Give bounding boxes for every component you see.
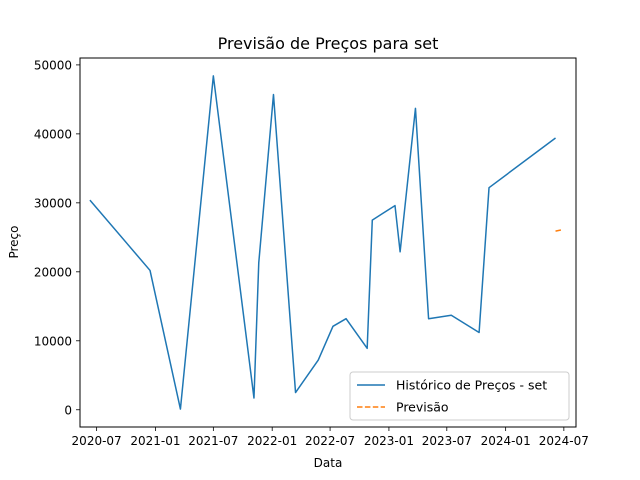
y-axis: 0 10000 20000 30000 40000 50000	[34, 58, 80, 417]
y-tick-label: 20000	[34, 265, 72, 279]
plot-area	[79, 57, 577, 428]
legend-label-historico: Histórico de Preços - set	[396, 378, 547, 393]
x-tick-label: 2024-01	[481, 434, 531, 448]
data-point-0-7	[294, 391, 297, 394]
data-point-0-2	[179, 408, 182, 411]
data-point-0-11	[366, 347, 369, 350]
data-point-0-19	[488, 186, 491, 189]
data-point-0-8	[317, 359, 320, 362]
data-point-0-12	[371, 219, 374, 222]
data-point-0-10	[345, 317, 348, 320]
data-point-0-0	[88, 199, 91, 202]
series-line-1	[555, 229, 563, 232]
data-point-1-1	[560, 228, 563, 231]
x-tick-label: 2021-07	[188, 434, 238, 448]
legend-label-previsao: Previsão	[396, 400, 449, 415]
data-point-0-9	[331, 325, 334, 328]
y-tick-label: 10000	[34, 334, 72, 348]
x-axis-title: Data	[314, 456, 343, 470]
x-axis: 2020-07 2021-01 2021-07 2022-01 2022-07 2023-…	[72, 427, 589, 448]
y-tick-label: 50000	[34, 58, 72, 72]
data-point-0-6	[272, 93, 275, 96]
data-point-0-14	[399, 250, 402, 253]
y-tick-label: 30000	[34, 196, 72, 210]
data-point-0-18	[478, 331, 481, 334]
data-point-0-20	[554, 137, 557, 140]
x-tick-label: 2022-07	[305, 434, 355, 448]
x-tick-label: 2023-07	[422, 434, 472, 448]
y-tick-label: 40000	[34, 127, 72, 141]
data-point-0-4	[252, 397, 255, 400]
data-point-0-1	[149, 269, 152, 272]
series-layer	[88, 74, 563, 411]
x-tick-label: 2020-07	[72, 434, 122, 448]
chart-title: Previsão de Preços para set	[218, 34, 439, 53]
x-tick-label: 2022-01	[247, 434, 297, 448]
x-tick-label: 2021-01	[130, 434, 180, 448]
series-line-0	[89, 75, 556, 410]
x-tick-label: 2024-07	[539, 434, 589, 448]
data-point-0-15	[414, 107, 417, 110]
y-tick-label: 0	[64, 403, 72, 417]
legend-box	[349, 371, 570, 421]
data-point-1-0	[554, 230, 557, 233]
x-tick-label: 2023-01	[364, 434, 414, 448]
data-point-0-13	[394, 204, 397, 207]
data-point-0-16	[427, 317, 430, 320]
data-point-0-5	[257, 261, 260, 264]
data-point-0-3	[212, 74, 215, 77]
legend: Histórico de Preços - set Previsão	[349, 371, 570, 421]
y-axis-title: Preço	[7, 225, 21, 258]
data-point-0-17	[450, 314, 453, 317]
